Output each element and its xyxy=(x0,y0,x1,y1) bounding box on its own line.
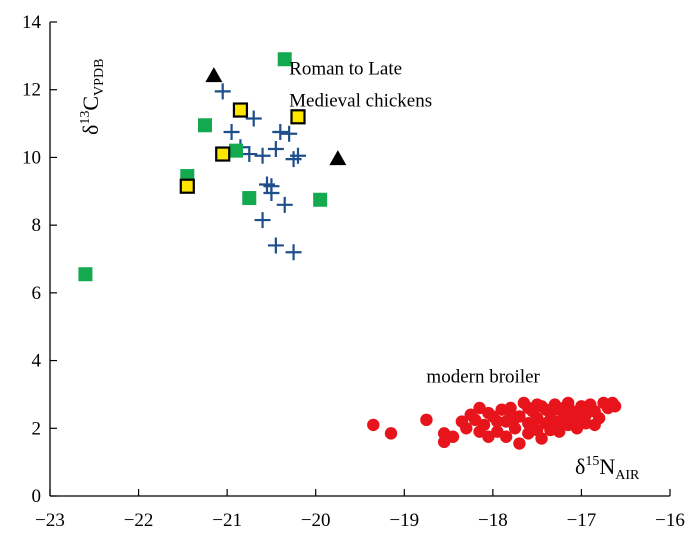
green-square-point xyxy=(242,191,257,206)
red-circle-point xyxy=(446,430,460,443)
red-circle-point xyxy=(557,401,570,415)
red-circle-point xyxy=(384,427,398,440)
x-tick-label: −19 xyxy=(389,510,419,531)
red-circle-point xyxy=(535,432,548,445)
x-tick-label: −17 xyxy=(567,510,597,531)
data-marks xyxy=(78,52,622,450)
cross-point xyxy=(276,196,293,213)
green-square-point xyxy=(198,118,212,133)
cross-point xyxy=(259,176,275,193)
red-circle-point xyxy=(526,417,539,430)
x-tick-label: −23 xyxy=(35,510,65,531)
yellow-square-point xyxy=(179,178,195,194)
green-square-point xyxy=(78,267,93,282)
red-circle-point xyxy=(508,422,522,435)
green-square-point xyxy=(277,52,292,67)
red-circle-point xyxy=(420,413,433,427)
x-tick-label: −18 xyxy=(478,510,508,531)
cross-point xyxy=(281,125,298,142)
y-tick-label: 0 xyxy=(32,486,42,507)
cross-point xyxy=(290,147,306,164)
red-circle-point xyxy=(584,403,597,416)
cross-point xyxy=(285,151,302,168)
red-circle-point xyxy=(367,418,380,432)
y-tick-label: 8 xyxy=(32,215,42,236)
yellow-square-point xyxy=(290,109,306,125)
axes: 0 2 4 6 8 10 12 14 −23 −22 −21 −20 −19 −18 −17 −16 xyxy=(22,12,685,531)
cross-point xyxy=(267,140,284,157)
y-tick-label: 12 xyxy=(22,80,41,101)
y-tick-label: 10 xyxy=(22,147,41,168)
y-tick-label: 6 xyxy=(32,283,42,304)
yellow-square-point xyxy=(232,102,249,118)
x-tick-label: −20 xyxy=(301,510,331,531)
red-circle-point xyxy=(491,415,504,428)
red-circle-point xyxy=(482,406,495,420)
red-circle-point xyxy=(588,418,601,432)
annotation-label: Roman to Late xyxy=(289,58,402,79)
red-circle-point xyxy=(464,408,477,421)
red-circle-point xyxy=(460,422,473,435)
annotation-label: Medieval chickens xyxy=(289,91,432,112)
red-circle-point xyxy=(553,418,566,432)
cross-point xyxy=(241,146,258,163)
cross-point xyxy=(254,147,271,164)
triangle-point xyxy=(205,67,223,83)
red-circle-point xyxy=(575,415,588,428)
cross-point xyxy=(223,124,240,141)
red-circle-point xyxy=(566,415,579,428)
red-circle-point xyxy=(508,411,522,425)
annotations: Roman to Late Medieval chickens modern bro… xyxy=(78,58,640,483)
triangle-point xyxy=(329,150,347,166)
red-circle-point xyxy=(477,418,491,432)
yellow-square-point xyxy=(215,146,231,162)
x-axis-label: δ15NAIR xyxy=(575,454,640,483)
cross-point xyxy=(267,237,284,254)
green-square-point xyxy=(313,192,328,207)
annotation-label: modern broiler xyxy=(426,367,540,388)
x-tick-label: −16 xyxy=(655,510,685,531)
cross-point xyxy=(285,244,302,261)
red-circle-point xyxy=(499,430,513,443)
green-square-point xyxy=(229,143,243,158)
cross-point xyxy=(254,212,271,229)
cross-point xyxy=(214,83,231,100)
x-tick-label: −21 xyxy=(212,510,242,531)
red-circle-point xyxy=(530,398,544,411)
cross-point xyxy=(272,124,289,141)
x-tick-label: −22 xyxy=(124,510,154,531)
y-tick-label: 2 xyxy=(32,418,42,439)
cross-point xyxy=(245,110,262,127)
red-circle-point xyxy=(608,400,622,413)
y-tick-label: 14 xyxy=(22,12,42,33)
red-circle-point xyxy=(513,437,526,450)
y-axis-label: δ13CVPDB xyxy=(78,59,107,135)
cross-point xyxy=(263,184,280,201)
y-tick-label: 4 xyxy=(32,351,42,372)
